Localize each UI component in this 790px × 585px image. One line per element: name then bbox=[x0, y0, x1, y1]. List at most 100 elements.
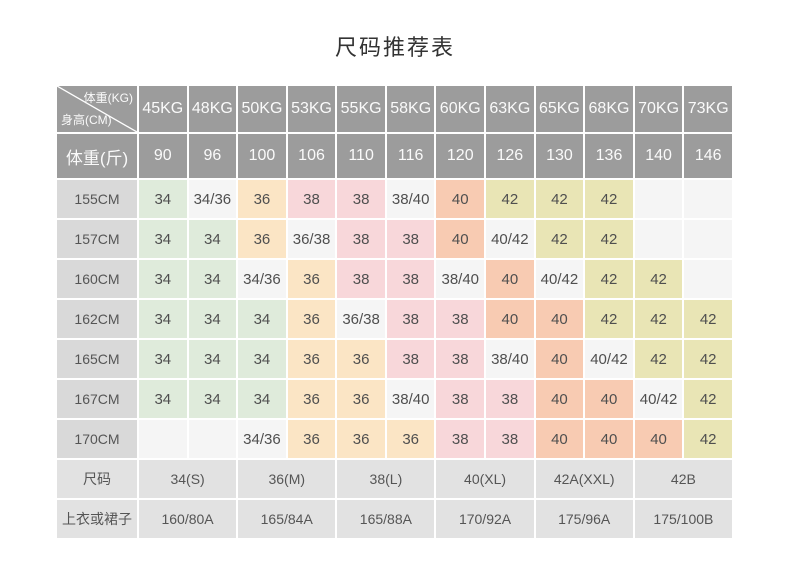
summary-value-cell: 36(M) bbox=[238, 460, 336, 498]
size-value-cell: 40/42 bbox=[486, 220, 534, 258]
size-value-cell: 42 bbox=[684, 340, 732, 378]
size-value-cell: 40 bbox=[486, 260, 534, 298]
size-value-cell: 42 bbox=[634, 260, 683, 298]
size-value-cell: 42 bbox=[634, 340, 683, 378]
size-value-cell bbox=[684, 180, 732, 218]
height-row-label: 160CM bbox=[57, 260, 137, 298]
size-value-cell: 34 bbox=[188, 300, 237, 338]
size-value-cell: 38 bbox=[436, 300, 485, 338]
size-chart-page: 尺码推荐表 体重(KG) 身高(CM) 45KG 48KG 50KG 53KG 55KG… bbox=[0, 30, 790, 540]
jin-value-cell: 140 bbox=[634, 134, 683, 178]
corner-height-cm-label: 身高(CM) bbox=[61, 113, 112, 127]
jin-value-cell: 96 bbox=[188, 134, 237, 178]
size-value-cell: 36 bbox=[287, 260, 336, 298]
summary-row-label: 上衣或裙子 bbox=[57, 500, 137, 538]
size-value-cell: 36 bbox=[337, 380, 385, 418]
kg-header-cell: 48KG bbox=[188, 86, 237, 132]
corner-weight-kg-label: 体重(KG) bbox=[83, 91, 133, 105]
size-value-cell bbox=[634, 180, 683, 218]
summary-value-cell: 38(L) bbox=[337, 460, 435, 498]
size-value-cell: 38 bbox=[337, 220, 385, 258]
size-value-cell: 34 bbox=[188, 260, 237, 298]
kg-header-cell: 55KG bbox=[337, 86, 385, 132]
summary-row: 上衣或裙子 160/80A 165/84A 165/88A 170/92A 175/96A… bbox=[57, 500, 732, 538]
size-value-cell: 34 bbox=[188, 340, 237, 378]
size-value-cell: 34 bbox=[139, 260, 187, 298]
jin-value-cell: 90 bbox=[139, 134, 187, 178]
size-value-cell: 42 bbox=[585, 180, 633, 218]
size-value-cell: 38/40 bbox=[436, 260, 485, 298]
size-value-cell: 42 bbox=[684, 420, 732, 458]
size-chart-table: 体重(KG) 身高(CM) 45KG 48KG 50KG 53KG 55KG 58KG 60… bbox=[55, 84, 734, 540]
size-value-cell: 34 bbox=[238, 340, 286, 378]
table-row: 157CM 34 34 36 36/38 38 38 40 40/42 42 42 bbox=[57, 220, 732, 258]
size-value-cell: 34 bbox=[139, 220, 187, 258]
size-value-cell: 40 bbox=[535, 380, 584, 418]
summary-value-cell: 42B bbox=[634, 460, 732, 498]
size-value-cell: 40 bbox=[535, 300, 584, 338]
height-row-label: 167CM bbox=[57, 380, 137, 418]
size-value-cell bbox=[139, 420, 187, 458]
size-value-cell: 34 bbox=[139, 180, 187, 218]
kg-header-cell: 68KG bbox=[585, 86, 633, 132]
size-value-cell bbox=[684, 260, 732, 298]
kg-header-cell: 70KG bbox=[634, 86, 683, 132]
jin-value-cell: 130 bbox=[535, 134, 584, 178]
size-value-cell: 34/36 bbox=[238, 420, 286, 458]
size-value-cell: 38 bbox=[486, 380, 534, 418]
summary-row: 尺码 34(S) 36(M) 38(L) 40(XL) 42A(XXL) 42B bbox=[57, 460, 732, 498]
table-row: 165CM 34 34 34 36 36 38 38 38/40 40 40/42 42 42 bbox=[57, 340, 732, 378]
kg-header-cell: 60KG bbox=[436, 86, 485, 132]
size-value-cell: 40/42 bbox=[535, 260, 584, 298]
size-value-cell: 38 bbox=[337, 180, 385, 218]
size-value-cell: 42 bbox=[684, 380, 732, 418]
page-title: 尺码推荐表 bbox=[334, 35, 455, 60]
size-value-cell: 36/38 bbox=[287, 220, 336, 258]
jin-value-cell: 126 bbox=[486, 134, 534, 178]
jin-value-cell: 146 bbox=[684, 134, 732, 178]
summary-value-cell: 34(S) bbox=[139, 460, 237, 498]
size-value-cell: 40/42 bbox=[634, 380, 683, 418]
size-value-cell: 38 bbox=[436, 420, 485, 458]
size-value-cell: 38 bbox=[386, 300, 435, 338]
size-value-cell: 36 bbox=[238, 220, 286, 258]
weight-kg-header-row: 体重(KG) 身高(CM) 45KG 48KG 50KG 53KG 55KG 58KG 60… bbox=[57, 86, 732, 132]
size-value-cell: 34 bbox=[139, 380, 187, 418]
size-value-cell: 38 bbox=[386, 340, 435, 378]
size-value-cell bbox=[634, 220, 683, 258]
corner-cell: 体重(KG) 身高(CM) bbox=[57, 86, 137, 132]
weight-jin-header-row: 体重(斤) 90 96 100 106 110 116 120 126 130 136 140 146 bbox=[57, 134, 732, 178]
table-header: 体重(KG) 身高(CM) 45KG 48KG 50KG 53KG 55KG 58KG 60… bbox=[57, 86, 732, 178]
size-value-cell: 42 bbox=[486, 180, 534, 218]
jin-value-cell: 120 bbox=[436, 134, 485, 178]
size-value-cell: 34/36 bbox=[188, 180, 237, 218]
table-row: 167CM 34 34 34 36 36 38/40 38 38 40 40 40/42 42 bbox=[57, 380, 732, 418]
table-row: 160CM 34 34 34/36 36 38 38 38/40 40 40/42 42 42 bbox=[57, 260, 732, 298]
size-value-cell: 38 bbox=[486, 420, 534, 458]
kg-header-cell: 45KG bbox=[139, 86, 187, 132]
summary-value-cell: 160/80A bbox=[139, 500, 237, 538]
kg-header-cell: 53KG bbox=[287, 86, 336, 132]
height-row-label: 155CM bbox=[57, 180, 137, 218]
summary-value-cell: 175/100B bbox=[634, 500, 732, 538]
kg-header-cell: 58KG bbox=[386, 86, 435, 132]
size-value-cell: 38/40 bbox=[486, 340, 534, 378]
summary-value-cell: 165/84A bbox=[238, 500, 336, 538]
jin-value-cell: 100 bbox=[238, 134, 286, 178]
height-row-label: 165CM bbox=[57, 340, 137, 378]
size-value-cell: 34 bbox=[238, 300, 286, 338]
size-value-cell: 38 bbox=[337, 260, 385, 298]
weight-jin-label: 体重(斤) bbox=[57, 134, 137, 178]
size-value-cell: 42 bbox=[585, 260, 633, 298]
size-value-cell: 38 bbox=[287, 180, 336, 218]
summary-value-cell: 170/92A bbox=[436, 500, 534, 538]
size-value-cell: 40 bbox=[585, 420, 633, 458]
jin-value-cell: 116 bbox=[386, 134, 435, 178]
size-value-cell: 36 bbox=[287, 340, 336, 378]
kg-header-cell: 50KG bbox=[238, 86, 286, 132]
size-value-cell: 40 bbox=[634, 420, 683, 458]
size-value-cell: 38/40 bbox=[386, 180, 435, 218]
size-value-cell: 38 bbox=[386, 260, 435, 298]
size-value-cell: 42 bbox=[585, 220, 633, 258]
size-value-cell: 42 bbox=[535, 180, 584, 218]
